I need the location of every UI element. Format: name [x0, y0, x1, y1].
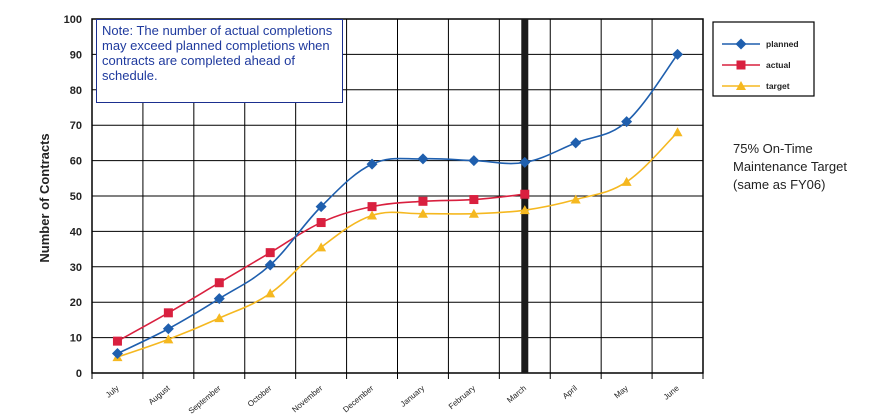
- data-point: [112, 336, 122, 346]
- data-point: [316, 218, 326, 228]
- x-tick-label: January: [399, 384, 427, 409]
- data-point: [366, 158, 378, 170]
- y-tick-label: 70: [70, 120, 82, 132]
- x-tick-label: August: [147, 383, 172, 406]
- note-annotation: Note: The number of actual completions m…: [96, 19, 343, 103]
- x-tick-label: November: [290, 383, 324, 414]
- series: [111, 48, 684, 362]
- x-tick-label: December: [341, 383, 375, 414]
- legend: planned actual target: [712, 21, 815, 97]
- data-point: [316, 242, 327, 252]
- data-point: [163, 308, 173, 318]
- series-target: [112, 127, 683, 362]
- legend-label: actual: [766, 60, 791, 70]
- x-tick-label: July: [104, 384, 121, 400]
- data-point: [315, 201, 327, 213]
- data-point: [468, 208, 479, 218]
- data-point: [519, 205, 530, 215]
- y-tick-label: 40: [70, 226, 82, 238]
- data-point: [214, 278, 224, 288]
- data-point: [213, 293, 225, 305]
- data-point: [418, 196, 428, 206]
- y-tick-label: 80: [70, 85, 82, 97]
- series-actual: [112, 189, 530, 346]
- data-point: [519, 156, 531, 168]
- data-point: [621, 176, 632, 186]
- data-point: [265, 248, 275, 258]
- series-planned: [111, 48, 684, 360]
- y-tick-label: 30: [70, 262, 82, 274]
- series-line: [117, 193, 525, 342]
- data-point: [417, 208, 428, 218]
- x-tick-label: March: [505, 384, 528, 405]
- legend-label: planned: [766, 39, 799, 49]
- y-tick-label: 60: [70, 156, 82, 168]
- x-tick-label: May: [613, 384, 630, 401]
- x-tick-label: February: [447, 384, 477, 411]
- y-axis-label: Number of Contracts: [37, 133, 52, 262]
- y-tick-label: 10: [70, 333, 82, 345]
- data-point: [163, 334, 174, 344]
- data-point: [111, 348, 123, 360]
- data-point: [367, 202, 377, 212]
- data-point: [621, 116, 633, 128]
- y-tick-label: 100: [64, 14, 82, 26]
- data-point: [570, 194, 581, 204]
- legend-label: target: [766, 81, 790, 91]
- x-tick-label: June: [662, 383, 681, 401]
- data-point: [672, 127, 683, 137]
- data-point: [417, 153, 429, 165]
- y-tick-label: 50: [70, 191, 82, 203]
- target-annotation: 75% On-Time Maintenance Target (same as …: [733, 141, 847, 192]
- y-tick-label: 0: [76, 368, 82, 380]
- data-point: [468, 155, 480, 167]
- x-tick-label: October: [246, 383, 274, 408]
- y-tick-label: 20: [70, 297, 82, 309]
- data-point: [570, 137, 582, 149]
- data-point: [214, 313, 225, 323]
- data-point: [367, 210, 378, 220]
- x-tick-label: April: [561, 384, 579, 401]
- x-axis-ticks: July August September October November Decemb…: [104, 383, 681, 416]
- data-point: [736, 60, 746, 70]
- data-point: [162, 323, 174, 335]
- y-tick-label: 90: [70, 49, 82, 61]
- data-point: [736, 81, 746, 90]
- data-point: [265, 288, 276, 298]
- data-point: [469, 195, 479, 205]
- data-point: [264, 259, 276, 271]
- y-axis-ticks: 0 10 20 30 40 50 60 70 80 90 100: [64, 14, 82, 380]
- data-point: [520, 189, 530, 199]
- legend-box: [712, 21, 815, 97]
- x-tick-label: September: [187, 383, 223, 415]
- data-point: [672, 48, 684, 60]
- data-point: [735, 38, 747, 50]
